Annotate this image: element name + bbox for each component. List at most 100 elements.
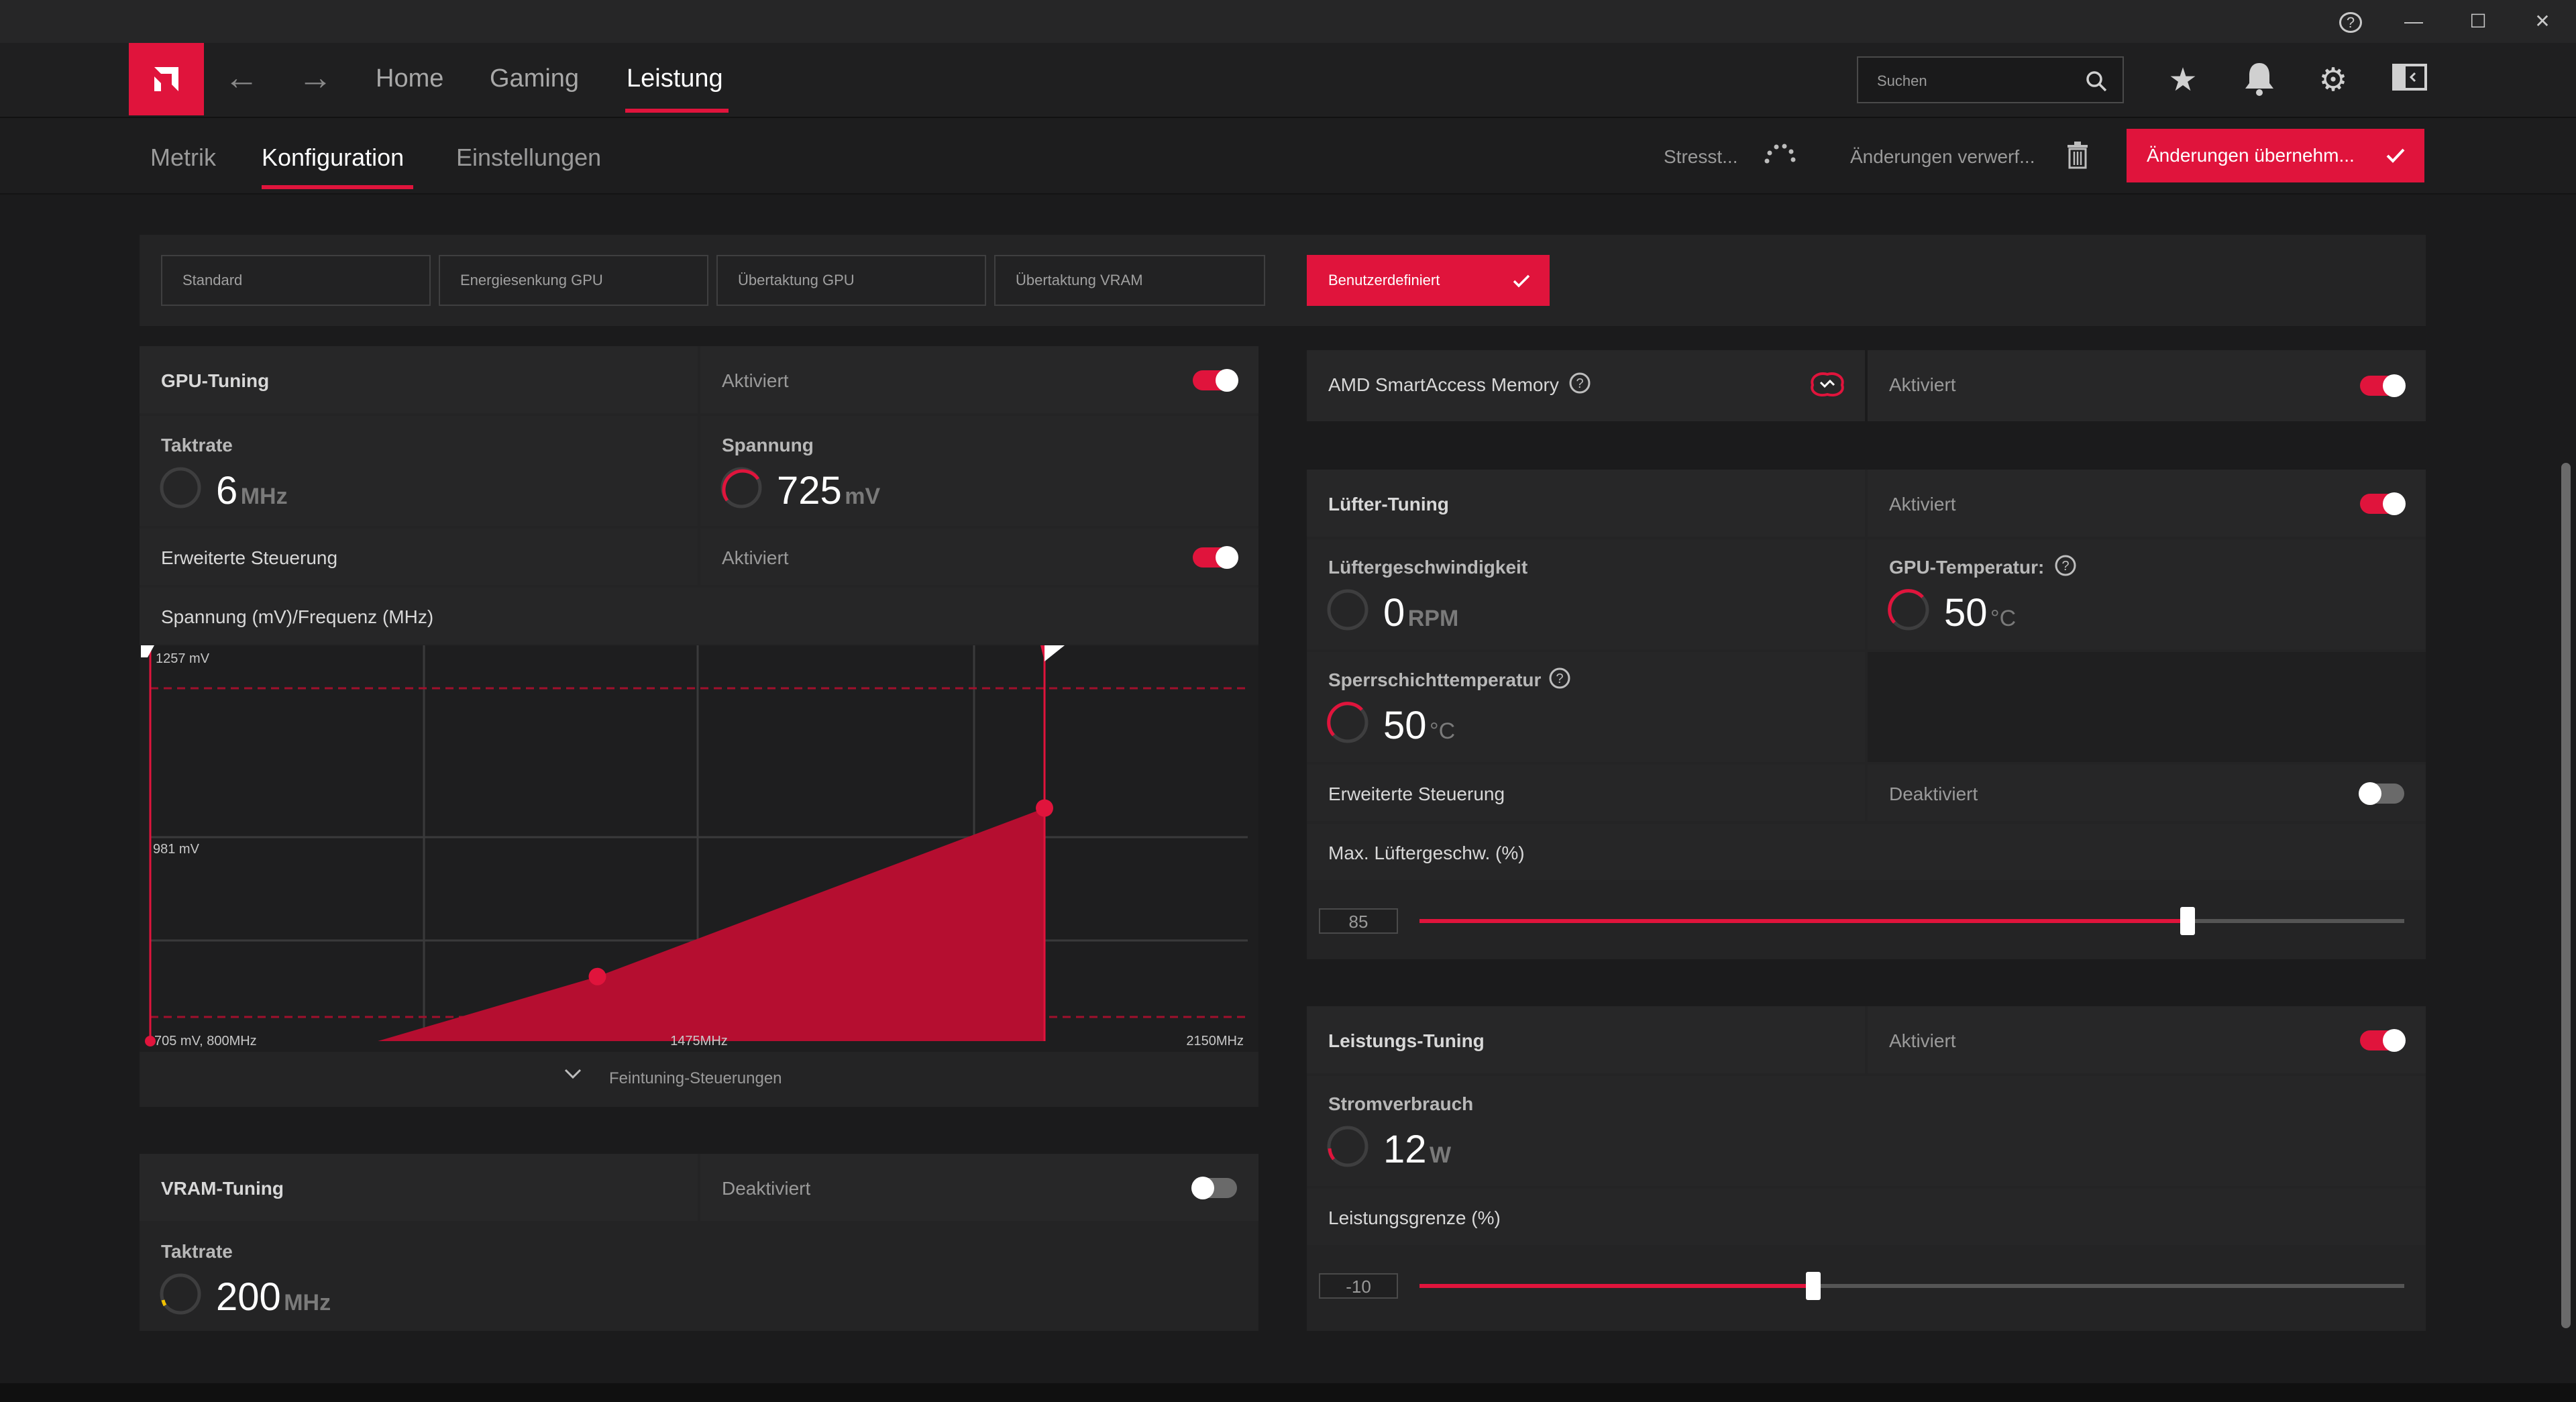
tab-home[interactable]: Home bbox=[376, 64, 444, 93]
x-tick-label-start: 705 mV, 800MHz bbox=[154, 1034, 257, 1048]
junction-temp-label: Sperrschichttemperatur bbox=[1328, 669, 1542, 690]
power-limit-thumb[interactable] bbox=[1806, 1272, 1821, 1300]
preset-energy-saving-gpu[interactable]: Energiesenkung GPU bbox=[439, 255, 708, 306]
power-tuning-toggle[interactable] bbox=[2360, 1029, 2406, 1052]
search-placeholder: Suchen bbox=[1877, 72, 1927, 89]
tab-metrik[interactable]: Metrik bbox=[150, 144, 216, 171]
junction-temp-help-icon[interactable]: ? bbox=[1548, 667, 1571, 693]
gpu-temp-gauge bbox=[1888, 589, 1929, 631]
gpu-voltage-gauge bbox=[720, 467, 762, 508]
gpu-tuning-toggle[interactable] bbox=[1193, 369, 1238, 392]
power-limit-header bbox=[1307, 1189, 2426, 1245]
sam-status-cell bbox=[1868, 350, 2426, 421]
apply-changes-label: Änderungen übernehm... bbox=[2147, 145, 2355, 166]
gpu-advanced-toggle[interactable] bbox=[1193, 546, 1238, 569]
gpu-temp-label: GPU-Temperatur: bbox=[1889, 557, 2045, 578]
fan-speed-unit: RPM bbox=[1407, 606, 1459, 631]
preset-overclock-vram[interactable]: Übertaktung VRAM bbox=[994, 255, 1265, 306]
gpu-voltage-unit: mV bbox=[845, 484, 881, 509]
junction-temp-readout: 50 °C bbox=[1383, 703, 1455, 748]
gpu-tuning-title: GPU-Tuning bbox=[161, 370, 270, 391]
notifications-bell-icon[interactable] bbox=[2239, 60, 2279, 101]
max-fan-speed-thumb[interactable] bbox=[2180, 907, 2196, 935]
settings-gear-icon[interactable]: ⚙ bbox=[2318, 62, 2348, 98]
search-input[interactable]: Suchen bbox=[1857, 56, 2124, 103]
minimize-button[interactable]: — bbox=[2404, 11, 2423, 32]
close-button[interactable]: ✕ bbox=[2534, 11, 2551, 32]
power-consumption-cell bbox=[1307, 1076, 2426, 1186]
top-navigation bbox=[0, 43, 2576, 118]
vf-curve-header bbox=[140, 588, 1258, 644]
vram-tuning-toggle[interactable] bbox=[1191, 1177, 1237, 1199]
sam-toggle[interactable] bbox=[2360, 374, 2406, 397]
favorites-star-icon[interactable]: ★ bbox=[2168, 62, 2198, 98]
vf-curve-title: Spannung (mV)/Frequenz (MHz) bbox=[161, 606, 434, 627]
sam-help-icon[interactable]: ? bbox=[1568, 372, 1591, 398]
tab-leistung[interactable]: Leistung bbox=[627, 64, 723, 93]
fan-advanced-label: Erweiterte Steuerung bbox=[1328, 784, 1505, 804]
gpu-tuning-header bbox=[140, 346, 698, 413]
tab-gaming[interactable]: Gaming bbox=[490, 64, 580, 93]
max-frequency-handle-edge bbox=[1040, 645, 1045, 661]
vf-curve-point-1 bbox=[588, 967, 606, 985]
max-fan-speed-slider[interactable] bbox=[1419, 907, 2404, 935]
help-icon[interactable]: ? bbox=[2330, 5, 2371, 38]
vf-curve-chart[interactable]: 1257 mV 981 mV 705 mV, 800MHz 1475MHz 2150MH… bbox=[140, 645, 1258, 1052]
power-consumption-value: 12 bbox=[1383, 1128, 1427, 1171]
fan-advanced-toggle[interactable] bbox=[2359, 782, 2404, 805]
fan-speed-gauge bbox=[1327, 589, 1368, 631]
check-icon bbox=[1513, 274, 1530, 288]
back-button[interactable]: ← bbox=[224, 58, 259, 97]
active-subtab-underline bbox=[262, 185, 413, 189]
max-fan-speed-input[interactable]: 85 bbox=[1319, 908, 1398, 934]
gpu-temp-unit: °C bbox=[1990, 606, 2017, 631]
gpu-clock-gauge bbox=[160, 467, 201, 508]
stress-test-button[interactable]: Stresst... bbox=[1664, 146, 1738, 167]
svg-text:?: ? bbox=[1576, 376, 1583, 391]
max-fan-speed-header bbox=[1307, 824, 2426, 880]
fan-advanced-cell bbox=[1307, 765, 1865, 821]
apply-changes-button[interactable]: Änderungen übernehm... bbox=[2127, 129, 2424, 182]
vram-clock-unit: MHz bbox=[284, 1290, 331, 1315]
max-fan-speed-label: Max. Lüftergeschw. (%) bbox=[1328, 843, 1525, 863]
vram-tuning-title: VRAM-Tuning bbox=[161, 1178, 284, 1199]
svg-text:?: ? bbox=[1556, 671, 1563, 686]
vram-tuning-status-cell bbox=[700, 1154, 1258, 1221]
sam-brain-icon bbox=[1807, 369, 1847, 405]
check-icon bbox=[2386, 148, 2405, 163]
power-tuning-title: Leistungs-Tuning bbox=[1328, 1030, 1485, 1051]
maximize-button[interactable]: ☐ bbox=[2469, 11, 2487, 32]
sam-title: AMD SmartAccess Memory bbox=[1328, 374, 1559, 395]
tab-konfiguration[interactable]: Konfiguration bbox=[262, 144, 405, 171]
preset-custom[interactable]: Benutzerdefiniert bbox=[1307, 255, 1550, 306]
gpu-advanced-label: Erweiterte Steuerung bbox=[161, 547, 338, 568]
sidebar-toggle-icon[interactable] bbox=[2390, 60, 2430, 101]
vf-curve-area bbox=[150, 808, 1045, 1041]
preset-standard[interactable]: Standard bbox=[161, 255, 431, 306]
discard-changes-button[interactable]: Änderungen verwerf... bbox=[1850, 146, 2035, 167]
preset-custom-label: Benutzerdefiniert bbox=[1328, 272, 1440, 288]
gpu-temp-help-icon[interactable]: ? bbox=[2054, 554, 2077, 580]
power-limit-slider[interactable] bbox=[1419, 1272, 2404, 1300]
finetune-controls-toggle[interactable]: Feintuning-Steuerungen bbox=[609, 1069, 782, 1087]
chevron-down-icon[interactable] bbox=[564, 1068, 582, 1083]
gpu-advanced-status: Aktiviert bbox=[722, 547, 789, 568]
vram-clock-gauge bbox=[160, 1273, 201, 1315]
y-tick-label-top: 1257 mV bbox=[156, 651, 210, 666]
tab-einstellungen[interactable]: Einstellungen bbox=[456, 144, 602, 171]
gpu-voltage-cell bbox=[700, 416, 1258, 526]
fan-tuning-toggle[interactable] bbox=[2360, 492, 2406, 515]
vertical-scrollbar[interactable] bbox=[2561, 463, 2571, 1328]
power-limit-input[interactable]: -10 bbox=[1319, 1273, 1398, 1299]
amd-logo-icon bbox=[154, 67, 178, 91]
gpu-voltage-readout: 725 mV bbox=[777, 468, 880, 513]
preset-overclock-gpu[interactable]: Übertaktung GPU bbox=[716, 255, 986, 306]
forward-button[interactable]: → bbox=[298, 58, 333, 97]
amd-logo[interactable] bbox=[129, 43, 204, 115]
fan-advanced-status: Deaktiviert bbox=[1889, 784, 1978, 804]
trash-icon[interactable] bbox=[2066, 141, 2089, 172]
power-limit-fill bbox=[1419, 1284, 1814, 1288]
junction-temp-unit: °C bbox=[1429, 718, 1456, 744]
junction-temp-cell bbox=[1307, 652, 1865, 762]
power-limit-label: Leistungsgrenze (%) bbox=[1328, 1207, 1501, 1228]
